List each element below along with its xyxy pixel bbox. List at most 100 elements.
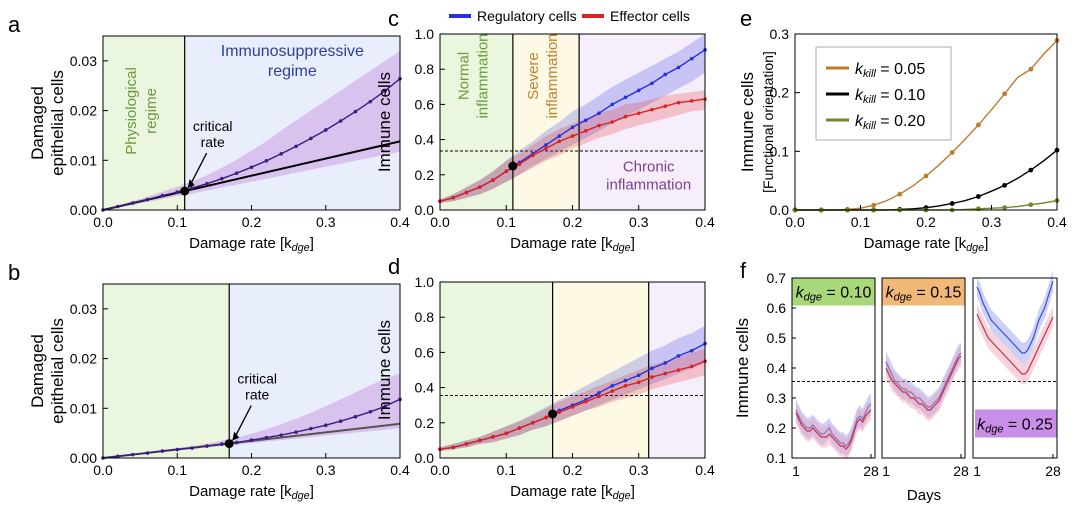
region-0	[440, 282, 553, 458]
y-tick-label: 0.0	[770, 202, 790, 218]
data-point	[676, 100, 681, 105]
data-point	[477, 438, 482, 443]
data-point	[368, 409, 373, 414]
data-point	[220, 442, 224, 446]
data-point	[294, 144, 298, 149]
data-point	[976, 206, 981, 212]
x-tick-label: 0.0	[93, 214, 113, 230]
data-point	[175, 447, 180, 452]
y-axis-label: epithelial cells	[48, 318, 67, 424]
data-point	[279, 152, 284, 156]
y-tick-label: 0.01	[70, 400, 97, 416]
data-point	[464, 190, 469, 195]
y-tick-label: 0.02	[70, 351, 97, 367]
data-point	[190, 186, 194, 190]
region-label: Chronic	[623, 158, 675, 175]
data-point	[544, 415, 548, 420]
y-tick-label: 0.00	[70, 450, 97, 466]
region-label: regime	[268, 63, 317, 80]
data-point	[949, 150, 955, 155]
data-point	[544, 146, 548, 151]
data-point	[650, 375, 654, 379]
x-tick-label: 28	[953, 463, 969, 479]
data-point	[663, 371, 668, 376]
region-label: inflammation	[606, 176, 691, 193]
data-point	[234, 440, 239, 445]
y-tick-label: 0.2	[415, 415, 435, 431]
x-axis-label: Damage rate [kdge]	[189, 483, 314, 502]
legend-label: kkill = 0.10	[855, 87, 925, 106]
x-tick-label: 0.3	[982, 214, 1002, 230]
data-point	[636, 380, 641, 385]
panel-c: 0.0 0.1 0.2 0.3 0.4 0.0 0.2 0.4 0.6 0.8 1.0 Damage …	[375, 6, 715, 254]
data-point	[623, 384, 628, 388]
y-axis-label: Damaged	[28, 334, 47, 408]
timecourse-band-red	[886, 345, 961, 421]
y-tick-label: 0.6	[767, 300, 787, 316]
data-point	[338, 119, 343, 123]
region-label: inflammation	[544, 33, 561, 118]
critical-point	[548, 409, 558, 419]
y-axis-label: Immune cells	[738, 72, 757, 172]
critical-point	[180, 186, 190, 196]
legend-label: Regulatory cells	[477, 8, 577, 24]
x-tick-label: 0.4	[390, 462, 410, 478]
data-point	[1002, 182, 1007, 188]
x-tick-label: 0.4	[1047, 214, 1067, 230]
data-point	[597, 391, 601, 395]
data-point	[623, 378, 628, 383]
data-point	[279, 433, 284, 437]
data-point	[689, 348, 694, 353]
data-point	[145, 451, 150, 455]
data-point	[976, 194, 981, 199]
region-0	[103, 284, 230, 458]
y-tick-label: 0.5	[767, 330, 787, 346]
data-point	[544, 143, 548, 147]
panel-letter: c	[388, 6, 399, 31]
data-point	[368, 99, 373, 104]
x-tick-label: 1	[973, 463, 981, 479]
y-tick-label: 0.3	[767, 390, 787, 406]
x-tick-label: 0.4	[695, 214, 715, 230]
confidence-band-1	[440, 90, 705, 203]
x-tick-label: 0.0	[93, 462, 113, 478]
data-point	[1028, 66, 1034, 72]
data-point	[570, 134, 575, 138]
data-point	[676, 65, 681, 70]
x-tick-label: 0.2	[242, 214, 262, 230]
region-label: Immunosuppressive	[221, 43, 364, 60]
data-point	[663, 72, 668, 77]
y-tick-label: 0.4	[415, 380, 435, 396]
y-tick-label: 0.03	[70, 301, 97, 317]
confidence-band-0	[440, 326, 705, 451]
y-axis-label: Immune cells	[733, 318, 752, 418]
data-point	[663, 361, 668, 365]
data-point	[557, 139, 562, 144]
data-point	[294, 430, 298, 434]
x-tick-label: 0.3	[316, 214, 336, 230]
panel-letter: a	[8, 12, 21, 37]
x-axis-label: Damage rate [kdge]	[510, 483, 635, 502]
y-tick-label: 0.6	[415, 344, 435, 360]
data-point	[464, 442, 469, 446]
data-point	[160, 449, 165, 453]
data-point	[309, 136, 313, 141]
y-tick-label: 1.0	[415, 274, 435, 290]
y-tick-label: 0.01	[70, 152, 97, 168]
data-point	[530, 153, 535, 158]
critical-point	[508, 161, 518, 171]
data-point	[1028, 202, 1034, 208]
annotation-text: critical	[237, 371, 277, 387]
timecourse-band-blue	[886, 342, 961, 418]
x-tick-label: 0.2	[563, 214, 583, 230]
condition-label-box	[792, 277, 875, 306]
data-point	[116, 204, 120, 209]
legend-label: Effector cells	[610, 8, 690, 24]
timecourse-line-red	[885, 355, 962, 411]
y-axis-label: Damaged	[28, 86, 47, 160]
data-point	[570, 125, 575, 130]
data-point	[353, 109, 358, 114]
region-1	[229, 284, 400, 458]
data-point	[610, 384, 615, 388]
